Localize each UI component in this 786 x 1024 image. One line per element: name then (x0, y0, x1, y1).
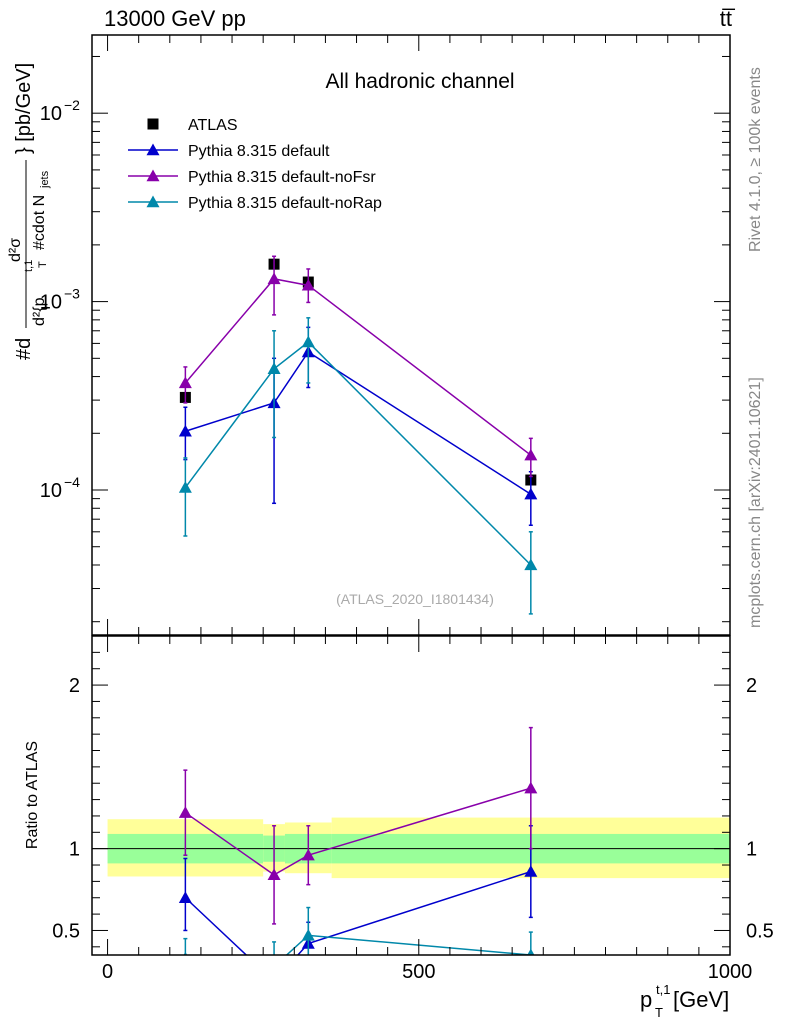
ratio-ytick-label-right-0: 0.5 (746, 920, 774, 942)
ratio-point (268, 975, 281, 987)
legend: ATLAS Pythia 8.315 default Pythia 8.315 de… (128, 117, 382, 212)
main-point (301, 278, 315, 291)
ratio-series-1 (178, 726, 538, 925)
legend-label-1: Pythia 8.315 default (188, 143, 330, 160)
ratio-point (268, 960, 281, 972)
ratio-point (178, 806, 192, 818)
watermark: (ATLAS_2020_I1801434) (336, 591, 494, 607)
ratio-series-line-2 (285, 934, 531, 955)
ratio-ytick-label-right-2: 2 (746, 675, 757, 697)
main-series-line-2 (184, 278, 532, 456)
ratio-series-2 (183, 906, 535, 972)
ratio-ytick-label-right-1: 1 (746, 839, 757, 861)
main-point (267, 362, 281, 374)
ratio-point (527, 948, 535, 955)
ylabel-prefix: #d (13, 338, 35, 360)
xlabel: p T t,1 [GeV] (640, 982, 729, 1020)
main-ytick-exponent-2: −4 (64, 474, 80, 490)
main-point (524, 448, 538, 461)
main-ytick-label-2: 10 (40, 480, 62, 502)
main-series-0 (179, 258, 537, 486)
main-point (267, 272, 281, 285)
main-frame (91, 34, 731, 636)
ratio-point (178, 891, 192, 903)
ylabel-denominator: d²{p (31, 297, 48, 326)
legend-marker (146, 143, 160, 156)
rivet-version-label: Rivet 4.1.0, ≥ 100k events (747, 67, 764, 252)
ratio-series-line-1 (184, 787, 532, 876)
panel-title: All hadronic channel (325, 70, 514, 93)
process-label: tt̅ (720, 6, 736, 31)
ratio-point (524, 865, 538, 877)
ratio-xtick-label-2: 1000 (708, 961, 753, 983)
ratio-ylabel: Ratio to ATLAS (24, 741, 41, 849)
main-ylabel: #d d²σ d²{p T t,1 #cdot N jets } [pb/GeV… (7, 63, 51, 360)
ratio-xtick-label-1: 500 (402, 961, 435, 983)
collision-energy-label: 13000 GeV pp (104, 6, 246, 31)
main-point (178, 481, 192, 493)
main-series-line-3 (184, 341, 532, 566)
ratio-xtick-label-0: 0 (102, 961, 113, 983)
ratio-point (301, 848, 315, 861)
ylabel-den-tail: #cdot N (31, 195, 48, 250)
ylabel-den-sup: t,1 (23, 260, 35, 272)
ratio-point (301, 928, 315, 941)
main-ytick-exponent-1: −3 (64, 286, 80, 302)
main-point (301, 335, 315, 348)
xlabel-sub: T (655, 1005, 663, 1020)
legend-label-2: Pythia 8.315 default-noFsr (188, 169, 376, 186)
main-panel: 10−210−310−4 All hadronic channel (ATLAS… (7, 34, 731, 636)
legend-marker (146, 195, 160, 208)
ratio-frame (91, 635, 731, 956)
ratio-point (267, 868, 281, 881)
main-ytick-label-0: 10 (40, 103, 62, 125)
ratio-ytick-label-left-0: 0.5 (52, 920, 80, 942)
xlabel-sup: t,1 (656, 982, 670, 997)
main-point (178, 424, 192, 437)
main-series-line-1 (185, 350, 532, 495)
main-series-3 (178, 317, 538, 615)
ratio-ytick-label-left-2: 2 (69, 675, 80, 697)
main-ytick-label-1: 10 (40, 292, 62, 314)
main-point (524, 487, 538, 500)
legend-marker (146, 169, 160, 182)
main-series-2 (178, 255, 538, 478)
ratio-series-line-0 (184, 870, 532, 955)
legend-label-0: ATLAS (188, 117, 238, 134)
main-point (524, 558, 538, 571)
ylabel-unit: } [pb/GeV] (13, 63, 35, 154)
xlabel-main: p (640, 987, 652, 1012)
main-ytick-exponent-0: −2 (64, 97, 80, 113)
ratio-ytick-label-left-1: 1 (69, 839, 80, 861)
legend-label-3: Pythia 8.315 default-noRap (188, 195, 382, 212)
ylabel-den-sub: T (37, 261, 49, 268)
main-point (178, 376, 192, 389)
main-series-1 (178, 326, 538, 527)
ylabel-numerator: d²σ (7, 238, 24, 262)
legend-marker (147, 118, 159, 130)
xlabel-unit: [GeV] (673, 987, 729, 1012)
ratio-point (183, 951, 188, 955)
ylabel-den-tail-sub: jets (39, 170, 51, 189)
mcplots-source-label: mcplots.cern.ch [arXiv:2401.10621] (747, 377, 764, 628)
ratio-point (524, 781, 538, 794)
ratio-panel: 0.5 0.5 1 1 2 2 0 500 1000 Ratio to ATLAS p T t,… (24, 635, 774, 1020)
